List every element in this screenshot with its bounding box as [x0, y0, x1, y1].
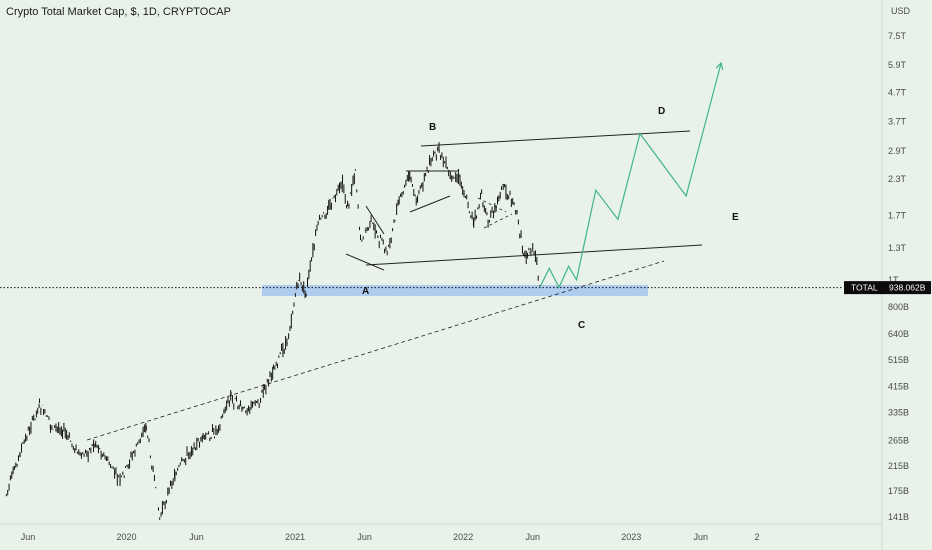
dashed-trendline: [86, 260, 665, 441]
y-tick-label: 215B: [888, 461, 909, 471]
wedge-line-1: [345, 253, 385, 271]
y-tick-label: 7.5T: [888, 31, 907, 41]
triangle-line-2: [409, 195, 451, 213]
y-tick-label: 175B: [888, 486, 909, 496]
price-axis[interactable]: 7.5T 5.9T 4.7T 3.7T 2.9T 2.3T 1.7T 1.3T 1T 800B 64…: [888, 31, 909, 522]
x-tick-label: 2022: [453, 532, 473, 542]
y-tick-label: 3.7T: [888, 117, 907, 127]
y-tick-label: 2.9T: [888, 146, 907, 156]
y-tick-label: 415B: [888, 381, 909, 391]
x-tick-label: 2: [754, 532, 759, 542]
y-tick-label: 1.3T: [888, 243, 907, 253]
y-tick-label: 141B: [888, 512, 909, 522]
price-tag-value: 938.062B: [889, 283, 926, 293]
y-tick-label: 2.3T: [888, 174, 907, 184]
x-tick-label: 2023: [621, 532, 641, 542]
channel-upper-line: [420, 130, 691, 147]
dashed-trendline-flag: [483, 213, 513, 229]
wave-label-d: D: [658, 106, 665, 117]
y-tick-label: 800B: [888, 302, 909, 312]
currency-label: USD: [891, 6, 911, 16]
x-tick-label: 2021: [285, 532, 305, 542]
x-tick-label: Jun: [21, 532, 36, 542]
support-zone: [262, 285, 648, 296]
y-tick-label: 265B: [888, 436, 909, 446]
x-tick-label: Jun: [357, 532, 372, 542]
price-tag-symbol: TOTAL: [851, 283, 878, 293]
wedge-line-2: [365, 205, 385, 235]
y-tick-label: 1.7T: [888, 211, 907, 221]
y-tick-label: 4.7T: [888, 88, 907, 98]
time-axis[interactable]: Jun 2020 Jun 2021 Jun 2022 Jun 2023 Jun 2: [21, 532, 760, 542]
dashed-trendline-small: [477, 197, 507, 213]
price-tag: TOTAL 938.062B: [844, 281, 931, 295]
price-candles: [5, 142, 541, 520]
chart-title: Crypto Total Market Cap, $, 1D, CRYPTOCA…: [6, 6, 231, 18]
wave-label-a: A: [362, 286, 369, 297]
candle-wicks: [5, 142, 541, 520]
projection-line: [539, 62, 722, 289]
wave-label-e: E: [732, 212, 739, 223]
x-tick-label: Jun: [694, 532, 709, 542]
y-tick-label: 1T: [888, 275, 899, 285]
y-tick-label: 335B: [888, 407, 909, 417]
y-tick-label: 5.9T: [888, 60, 907, 70]
y-tick-label: 640B: [888, 329, 909, 339]
wave-label-b: B: [429, 122, 436, 133]
x-tick-label: Jun: [525, 532, 540, 542]
y-tick-label: 515B: [888, 355, 909, 365]
wave-label-c: C: [578, 320, 585, 331]
x-tick-label: 2020: [117, 532, 137, 542]
projection-arrow-icon: [715, 61, 724, 70]
x-tick-label: Jun: [189, 532, 204, 542]
